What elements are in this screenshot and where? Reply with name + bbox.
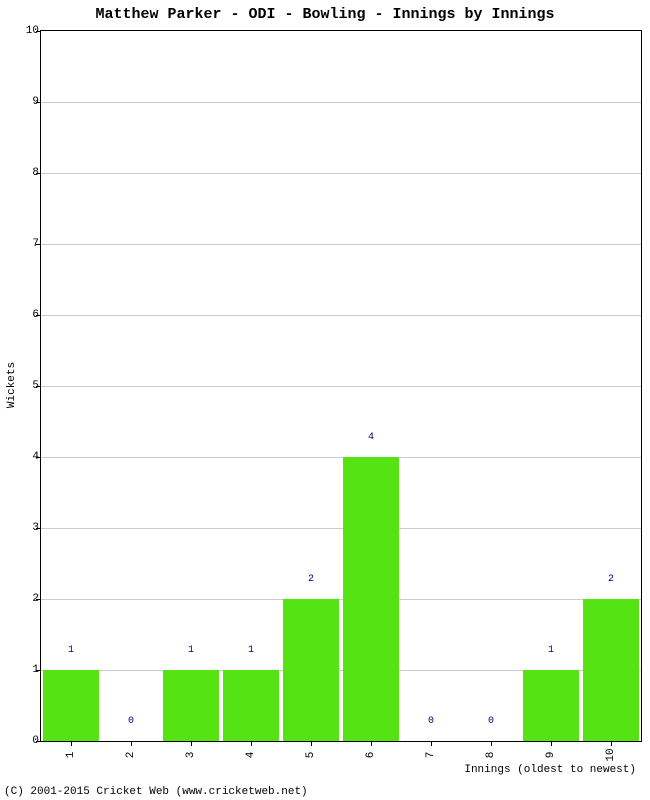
x-tick xyxy=(71,741,72,746)
bar xyxy=(583,599,638,741)
bar-value-label: 1 xyxy=(248,645,254,656)
bar xyxy=(223,670,278,741)
gridline xyxy=(41,244,641,245)
y-tick-label: 3 xyxy=(32,522,39,534)
gridline xyxy=(41,315,641,316)
copyright-text: (C) 2001-2015 Cricket Web (www.cricketwe… xyxy=(4,786,308,798)
x-tick xyxy=(431,741,432,746)
x-tick xyxy=(611,741,612,746)
x-tick-label: 4 xyxy=(245,752,257,759)
x-tick xyxy=(491,741,492,746)
bar xyxy=(163,670,218,741)
x-tick-label: 10 xyxy=(605,748,617,761)
x-tick-label: 3 xyxy=(185,752,197,759)
y-tick-label: 4 xyxy=(32,451,39,463)
bar xyxy=(43,670,98,741)
bar xyxy=(343,457,398,741)
gridline xyxy=(41,528,641,529)
bar-value-label: 0 xyxy=(128,716,134,727)
x-tick-label: 8 xyxy=(485,752,497,759)
x-axis-label: Innings (oldest to newest) xyxy=(464,764,636,776)
bar xyxy=(523,670,578,741)
x-tick xyxy=(551,741,552,746)
x-tick xyxy=(311,741,312,746)
y-tick-label: 8 xyxy=(32,167,39,179)
y-tick-label: 9 xyxy=(32,96,39,108)
chart-title: Matthew Parker - ODI - Bowling - Innings… xyxy=(0,6,650,23)
x-tick-label: 7 xyxy=(425,752,437,759)
gridline xyxy=(41,102,641,103)
gridline xyxy=(41,457,641,458)
y-tick-label: 0 xyxy=(32,735,39,747)
bar-value-label: 1 xyxy=(188,645,194,656)
x-tick xyxy=(131,741,132,746)
y-tick-label: 5 xyxy=(32,380,39,392)
gridline xyxy=(41,173,641,174)
x-tick xyxy=(371,741,372,746)
y-axis-label: Wickets xyxy=(6,362,18,408)
y-tick-label: 7 xyxy=(32,238,39,250)
bar-value-label: 1 xyxy=(548,645,554,656)
x-tick xyxy=(191,741,192,746)
bar-value-label: 0 xyxy=(428,716,434,727)
gridline xyxy=(41,386,641,387)
y-tick-label: 1 xyxy=(32,664,39,676)
x-tick-label: 6 xyxy=(365,752,377,759)
x-tick-label: 9 xyxy=(545,752,557,759)
bar-value-label: 2 xyxy=(308,574,314,585)
x-tick-label: 1 xyxy=(65,752,77,759)
y-tick-label: 2 xyxy=(32,593,39,605)
bar-value-label: 4 xyxy=(368,432,374,443)
bar-value-label: 1 xyxy=(68,645,74,656)
gridline xyxy=(41,599,641,600)
chart-plot-area: 012345678910110213142546070819210 xyxy=(40,30,642,742)
bar xyxy=(283,599,338,741)
y-tick-label: 6 xyxy=(32,309,39,321)
bar-value-label: 0 xyxy=(488,716,494,727)
y-tick-label: 10 xyxy=(26,25,39,37)
x-tick-label: 2 xyxy=(125,752,137,759)
bar-value-label: 2 xyxy=(608,574,614,585)
x-tick xyxy=(251,741,252,746)
x-tick-label: 5 xyxy=(305,752,317,759)
